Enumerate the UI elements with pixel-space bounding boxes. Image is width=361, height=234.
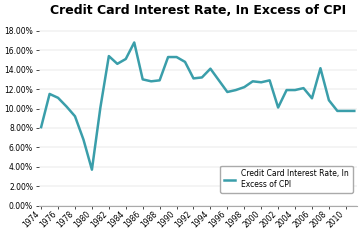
Title: Credit Card Interest Rate, In Excess of CPI: Credit Card Interest Rate, In Excess of … [50, 4, 346, 17]
Legend: Credit Card Interest Rate, In
Excess of CPI: Credit Card Interest Rate, In Excess of … [220, 165, 353, 193]
